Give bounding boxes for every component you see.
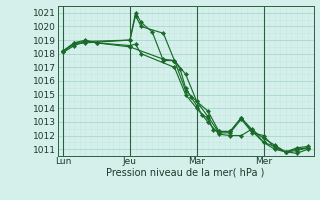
X-axis label: Pression niveau de la mer( hPa ): Pression niveau de la mer( hPa ) <box>107 168 265 178</box>
